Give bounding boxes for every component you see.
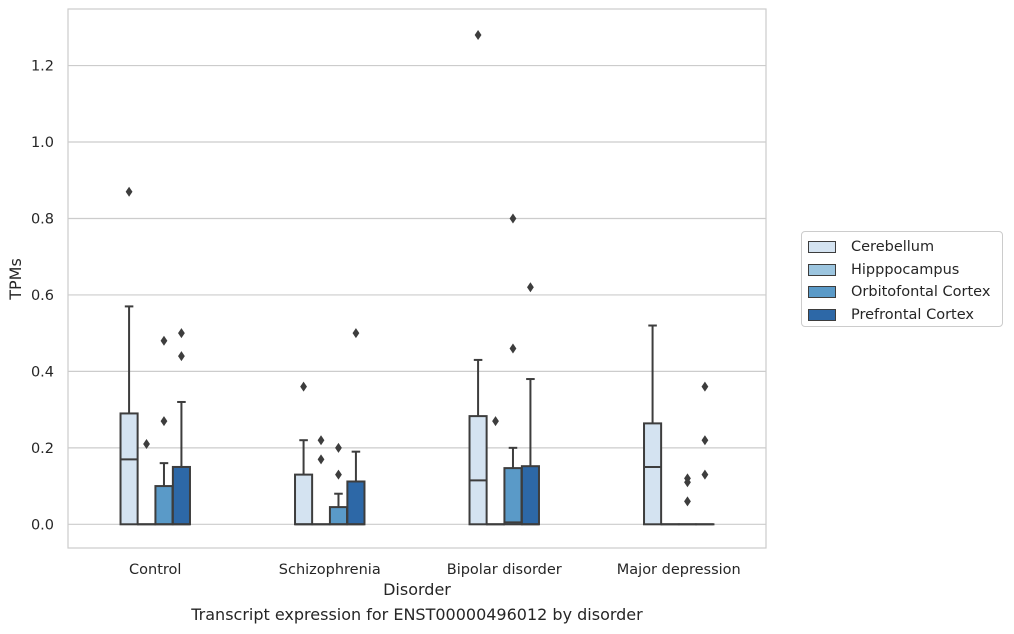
legend-item-hippocampus: Hipppocampus (808, 259, 1002, 282)
legend-label: Cerebellum (851, 239, 935, 256)
outlier-point (300, 381, 307, 392)
gridlines (68, 64, 766, 525)
box-group (119, 186, 139, 526)
y-axis-label: TPMs (6, 258, 25, 301)
legend: Cerebellum Hipppocampus Orbitofontal Cor… (801, 231, 1003, 327)
outlier-point (178, 351, 185, 362)
box (643, 422, 663, 526)
box-group (294, 381, 314, 526)
box-group (154, 335, 174, 526)
outlier-point (160, 335, 168, 346)
y-tick-labels: 0.0 0.2 0.4 0.6 0.8 1.0 1.2 (31, 59, 54, 534)
box-group (677, 473, 698, 526)
legend-item-prefrontal-cortex: Prefrontal Cortex (808, 304, 1002, 327)
figure-caption: Transcript expression for ENST0000049601… (191, 605, 643, 624)
x-tick-label: Schizophrenia (279, 562, 381, 578)
outlier-point (317, 435, 325, 446)
box (328, 506, 349, 526)
outlier-point (335, 469, 342, 480)
box (346, 480, 366, 526)
box-series (119, 29, 715, 526)
box (294, 473, 314, 526)
y-tick-label: 0.6 (31, 288, 54, 304)
x-tick-label: Bipolar disorder (447, 562, 562, 578)
outlier-point (335, 442, 342, 453)
box (520, 465, 540, 526)
x-tick-labels: Control Schizophrenia Bipolar disorder Majo… (129, 562, 741, 578)
outlier-point (317, 454, 325, 465)
box-group (485, 416, 506, 526)
legend-label: Prefrontal Cortex (851, 306, 974, 323)
outlier-point (352, 328, 360, 339)
outlier-point (701, 435, 709, 446)
box-group (503, 213, 523, 526)
legend-swatch (808, 308, 836, 321)
legend-label: Hipppocampus (851, 261, 960, 278)
outlier-point (701, 381, 709, 392)
box-group (346, 328, 366, 526)
outlier-point (701, 469, 709, 480)
outlier-point (178, 328, 185, 339)
box (503, 467, 523, 526)
legend-swatch (808, 263, 836, 276)
legend-swatch (808, 241, 836, 254)
outlier-point (509, 213, 517, 224)
box-group (171, 328, 191, 526)
outlier-point (474, 29, 482, 40)
y-tick-label: 0.0 (31, 517, 54, 533)
box-group (311, 435, 331, 526)
box-group (520, 282, 540, 526)
y-tick-label: 0.4 (31, 364, 54, 380)
x-tick-label: Control (129, 562, 181, 578)
box-group (136, 439, 157, 526)
box (171, 465, 191, 526)
outlier-point (160, 416, 168, 427)
legend-item-cerebellum: Cerebellum (808, 236, 1002, 259)
outlier-point (684, 473, 691, 484)
box-group (468, 29, 488, 526)
outlier-point (492, 416, 499, 427)
outlier-point (509, 343, 517, 354)
y-tick-label: 0.8 (31, 211, 54, 227)
outlier-point (527, 282, 534, 293)
box-group (643, 324, 663, 526)
box-group (328, 442, 349, 526)
y-tick-label: 0.2 (31, 441, 54, 457)
outlier-point (684, 496, 691, 507)
plot-frame (67, 8, 767, 549)
box (154, 485, 174, 526)
y-tick-label: 1.2 (31, 59, 54, 75)
outlier-point (125, 186, 133, 197)
x-axis-label: Disorder (383, 580, 451, 599)
x-tick-label: Major depression (617, 562, 741, 578)
box (468, 415, 488, 526)
legend-swatch (808, 286, 836, 299)
legend-item-orbitofrontal-cortex: Orbitofontal Cortex (808, 281, 1002, 304)
outlier-point (143, 439, 150, 450)
y-tick-label: 1.0 (31, 135, 54, 151)
box-group (695, 381, 715, 526)
legend-label: Orbitofontal Cortex (851, 284, 991, 301)
box (119, 412, 139, 526)
